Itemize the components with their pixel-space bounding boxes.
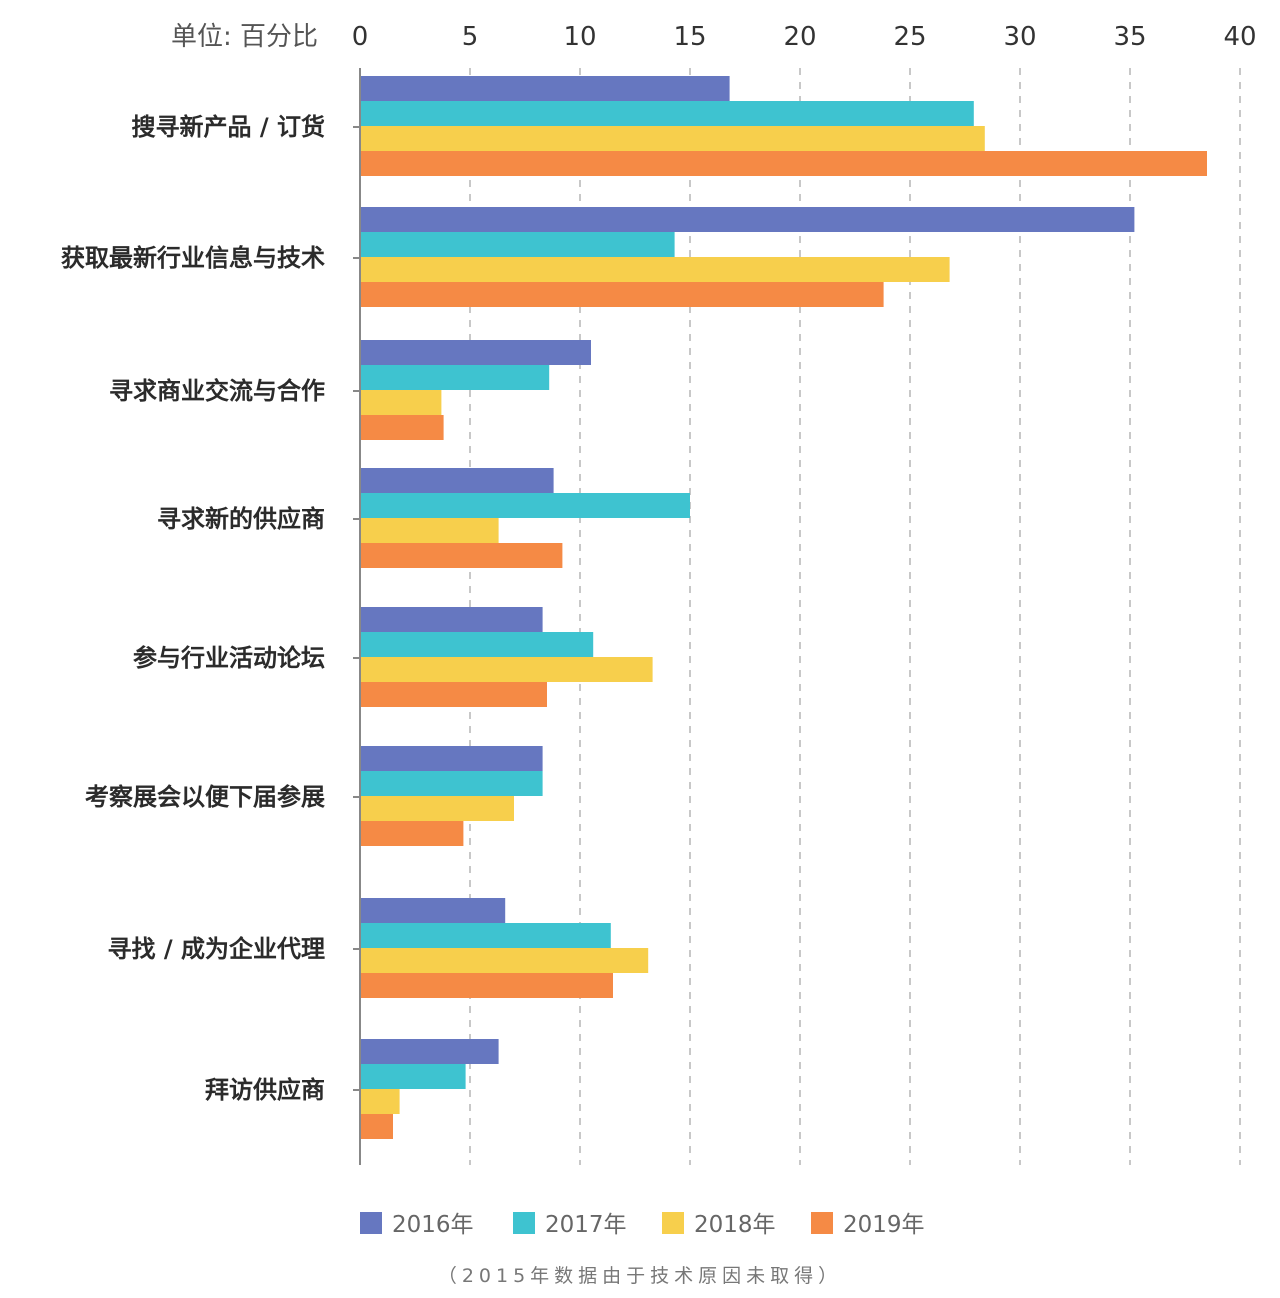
bar — [360, 415, 444, 440]
legend-label: 2016年 — [392, 1212, 474, 1238]
category-label: 考察展会以便下届参展 — [85, 783, 325, 811]
bars — [360, 76, 1207, 1139]
x-tick-label: 40 — [1223, 22, 1256, 52]
bar — [360, 1039, 499, 1064]
legend-swatch — [513, 1212, 535, 1234]
bar — [360, 207, 1135, 232]
bar — [360, 1064, 466, 1089]
x-tick-label: 30 — [1003, 22, 1036, 52]
x-tick-label: 20 — [783, 22, 816, 52]
bar — [360, 657, 653, 682]
category-label: 寻找 / 成为企业代理 — [108, 935, 325, 963]
legend-swatch — [360, 1212, 382, 1234]
bar — [360, 232, 675, 257]
bar — [360, 126, 985, 151]
bar — [360, 923, 611, 948]
bar — [360, 282, 884, 307]
bar — [360, 340, 591, 365]
bar — [360, 682, 547, 707]
legend-swatch — [811, 1212, 833, 1234]
bar — [360, 607, 543, 632]
bar — [360, 468, 554, 493]
bar — [360, 746, 543, 771]
bar — [360, 390, 442, 415]
bar — [360, 365, 550, 390]
bar — [360, 493, 690, 518]
legend-label: 2018年 — [694, 1212, 776, 1238]
unit-label: 单位: 百分比 — [171, 22, 318, 52]
bar — [360, 76, 730, 101]
bar — [360, 771, 543, 796]
bar — [360, 518, 499, 543]
category-label: 寻求商业交流与合作 — [109, 377, 325, 405]
x-tick-label: 10 — [563, 22, 596, 52]
bar — [360, 1114, 393, 1139]
bar — [360, 257, 950, 282]
bar — [360, 796, 514, 821]
legend-label: 2019年 — [843, 1212, 925, 1238]
bar — [360, 973, 613, 998]
legend: 2016年 2017年 2018年 2019年 — [360, 1212, 925, 1238]
footnote: （2015年数据由于技术原因未取得） — [438, 1265, 842, 1287]
category-label: 获取最新行业信息与技术 — [61, 244, 325, 272]
x-tick-label: 35 — [1113, 22, 1146, 52]
bar — [360, 151, 1207, 176]
x-tick-label: 15 — [673, 22, 706, 52]
bar — [360, 1089, 400, 1114]
category-label: 寻求新的供应商 — [157, 505, 325, 533]
category-label: 搜寻新产品 / 订货 — [132, 113, 325, 141]
legend-label: 2017年 — [545, 1212, 627, 1238]
bar — [360, 948, 649, 973]
bar — [360, 898, 506, 923]
category-label: 参与行业活动论坛 — [133, 644, 325, 672]
x-tick-label: 25 — [893, 22, 926, 52]
bar — [360, 543, 563, 568]
x-tick-label: 5 — [462, 22, 479, 52]
labels: 0 5 10 15 20 25 30 35 40 搜寻新产品 / 订货获取最新行业信息与技术寻求商… — [61, 22, 1257, 1104]
bar — [360, 632, 594, 657]
x-tick-label: 0 — [352, 22, 369, 52]
category-label: 拜访供应商 — [205, 1076, 325, 1104]
legend-swatch — [662, 1212, 684, 1234]
bar — [360, 821, 464, 846]
bar — [360, 101, 974, 126]
